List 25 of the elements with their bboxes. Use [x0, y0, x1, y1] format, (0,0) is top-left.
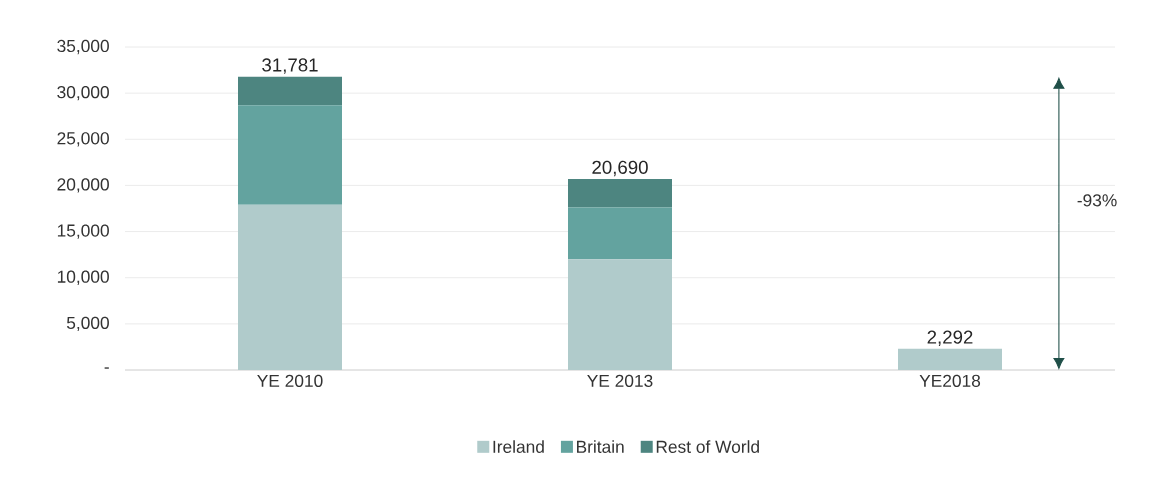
- annotation: -93%: [1077, 194, 1117, 207]
- bar: [568, 179, 672, 208]
- y-tick-label: 5,000: [66, 316, 109, 332]
- bar: [568, 207, 672, 260]
- legend-label: Britain: [577, 440, 624, 453]
- x-tick-label: YE 2013: [587, 374, 653, 387]
- y-tick-label: -: [104, 367, 109, 369]
- legend-label: Ireland: [493, 440, 544, 453]
- x-tick-label: YE 2010: [257, 374, 323, 387]
- y-tick-label: 35,000: [57, 39, 109, 55]
- legend-label: Rest of World: [656, 440, 759, 453]
- bar: [238, 105, 342, 205]
- total-label: 20,690: [592, 160, 648, 177]
- bar: [238, 76, 342, 106]
- y-tick-label: 15,000: [57, 224, 109, 239]
- x-tick-label: YE2018: [919, 374, 981, 387]
- bar: [898, 348, 1002, 370]
- total-label: 31,781: [262, 58, 318, 74]
- y-tick-label: 10,000: [57, 270, 109, 285]
- bar: [238, 204, 342, 370]
- bar: [568, 259, 672, 370]
- y-tick-label: 25,000: [57, 132, 109, 147]
- y-tick-label: 20,000: [57, 178, 109, 193]
- y-tick-label: 30,000: [57, 85, 109, 101]
- total-label: 2,292: [927, 330, 973, 346]
